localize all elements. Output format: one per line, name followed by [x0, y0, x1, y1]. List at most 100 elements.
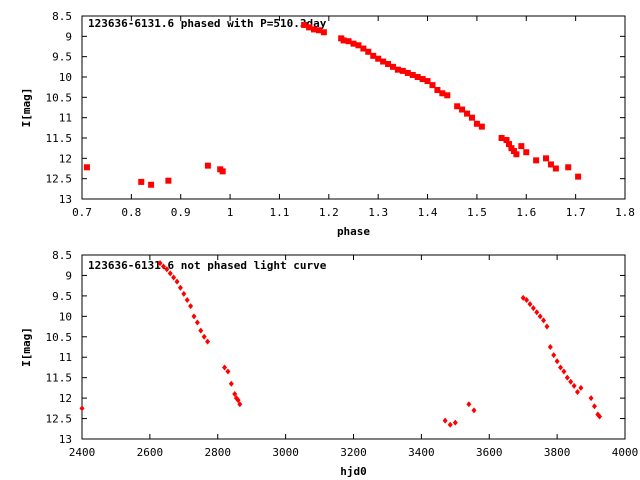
data-point: [558, 364, 564, 371]
x-tick-label: 0.8: [121, 206, 141, 219]
data-point: [565, 164, 572, 171]
data-point: [385, 60, 392, 67]
chart-title: 123636-6131.6 phased with P=510.3day: [88, 17, 327, 30]
x-tick-label: 1.4: [418, 206, 438, 219]
x-tick-label: 3000: [272, 446, 299, 459]
data-point: [523, 149, 530, 156]
data-point: [568, 378, 574, 385]
x-tick-label: 2600: [137, 446, 164, 459]
y-tick-label: 13: [59, 193, 72, 206]
data-point: [520, 294, 526, 301]
data-point: [530, 305, 536, 312]
y-axis-label: I[mag]: [20, 88, 33, 128]
data-point: [232, 391, 238, 398]
data-point: [505, 141, 512, 148]
x-tick-label: 3600: [476, 446, 503, 459]
x-tick-label: 4000: [612, 446, 639, 459]
y-tick-label: 10: [59, 310, 72, 323]
data-point: [442, 417, 448, 424]
y-tick-label: 11.5: [46, 132, 73, 145]
x-tick-label: 1.3: [368, 206, 388, 219]
x-tick-label: 3400: [408, 446, 435, 459]
x-tick-label: 0.9: [171, 206, 191, 219]
data-point: [345, 38, 352, 45]
data-point: [554, 358, 560, 365]
data-point: [518, 143, 525, 150]
data-point: [588, 395, 594, 402]
plot-frame: [81, 254, 626, 440]
data-point: [466, 401, 472, 408]
x-tick-label: 3200: [340, 446, 367, 459]
data-point: [541, 317, 547, 324]
data-point: [544, 323, 550, 330]
chart-title: 123636-6131.6 not phased light curve: [88, 259, 327, 272]
data-point: [543, 155, 550, 162]
data-point: [429, 82, 436, 89]
data-point: [547, 161, 554, 168]
data-point: [165, 177, 172, 184]
data-point: [222, 364, 228, 371]
data-point: [194, 319, 200, 326]
data-point: [79, 405, 85, 412]
y-tick-label: 12.5: [46, 413, 73, 426]
y-tick-label: 9: [65, 269, 72, 282]
data-point: [306, 24, 313, 31]
data-point: [459, 106, 466, 113]
x-tick-label: 1.8: [615, 206, 635, 219]
x-tick-label: 3800: [544, 446, 571, 459]
data-point: [564, 374, 570, 381]
y-tick-label: 11: [59, 112, 72, 125]
data-point: [157, 260, 163, 267]
data-point: [365, 48, 372, 55]
y-tick-label: 13: [59, 433, 72, 446]
data-point: [404, 69, 411, 76]
data-point: [419, 76, 426, 83]
data-point: [597, 413, 603, 420]
y-tick-label: 12: [59, 392, 72, 405]
data-point: [225, 368, 231, 375]
data-point: [498, 135, 505, 141]
x-tick-label: 0.7: [72, 206, 92, 219]
x-tick-label: 1.7: [566, 206, 586, 219]
data-point: [439, 90, 446, 97]
y-tick-label: 9.5: [52, 290, 72, 303]
data-point: [184, 296, 190, 303]
data-point: [219, 168, 226, 175]
data-point: [375, 55, 382, 62]
data-point: [320, 29, 327, 36]
x-tick-label: 2400: [69, 446, 96, 459]
data-point: [228, 380, 234, 387]
data-point: [510, 148, 517, 155]
x-tick-label: 1: [227, 206, 234, 219]
y-tick-label: 10.5: [46, 331, 73, 344]
y-tick-label: 8.5: [52, 249, 72, 262]
data-point: [578, 384, 584, 391]
x-tick-label: 1.6: [516, 206, 536, 219]
data-point: [177, 284, 183, 291]
data-point: [205, 338, 211, 345]
data-point: [164, 266, 170, 273]
data-point: [414, 74, 421, 80]
x-tick-label: 2800: [205, 446, 232, 459]
data-point: [571, 382, 577, 389]
data-point: [311, 26, 318, 33]
x-tick-label: 1.1: [270, 206, 290, 219]
data-point: [380, 58, 387, 65]
data-point: [527, 301, 533, 308]
data-point: [237, 401, 243, 408]
data-point: [171, 274, 177, 281]
phased-light-curve-panel: 0.7 0.8 0.9 1 1.1 1.2 1.3 1.4 1.5 1.6 1.7 1.8 8.5 9 9.…: [20, 10, 635, 238]
data-point: [148, 181, 155, 188]
x-tick-label: 1.2: [319, 206, 339, 219]
data-point: [360, 45, 367, 52]
y-tick-label: 11: [59, 351, 72, 364]
data-point: [389, 63, 396, 70]
data-point: [181, 290, 187, 297]
data-point: [188, 303, 194, 310]
data-point: [454, 103, 461, 110]
data-point: [574, 388, 580, 395]
y-axis-label: I[mag]: [20, 327, 33, 367]
data-point: [561, 368, 567, 375]
data-point: [138, 178, 145, 185]
